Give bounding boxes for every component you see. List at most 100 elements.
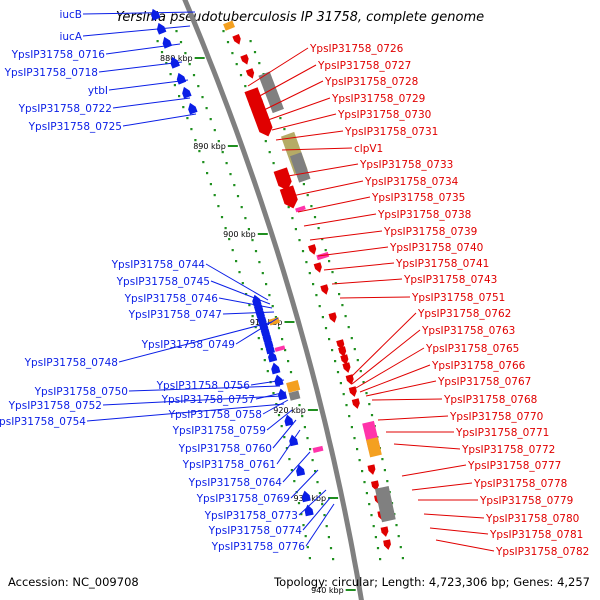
forward-gene-arrow xyxy=(340,354,349,365)
reverse-strand-guide-outer-dot xyxy=(169,73,172,76)
tick-label: 900 kbp xyxy=(223,230,256,239)
forward-strand-guide-inner-dot xyxy=(301,250,305,253)
feature-orange xyxy=(366,437,382,458)
reverse-gene-leader-line xyxy=(82,11,196,15)
reverse-strand-guide-inner-dot xyxy=(327,536,330,539)
forward-gene-leader-line xyxy=(271,113,337,131)
forward-gene-label: YpsIP31758_0727 xyxy=(317,60,411,72)
reverse-strand-guide-inner-dot xyxy=(251,239,254,242)
reverse-gene-label: YpsIP31758_0725 xyxy=(28,121,122,133)
reverse-strand-guide-outer-dot xyxy=(245,293,248,296)
forward-gene-leader-line xyxy=(423,513,485,519)
forward-gene-arrow xyxy=(320,284,329,295)
forward-gene-arrow xyxy=(371,480,379,491)
reverse-strand-guide-inner-dot xyxy=(221,151,224,154)
forward-gene-arrow xyxy=(254,113,273,137)
forward-gene-leader-line xyxy=(393,443,461,450)
forward-gene-label: YpsIP31758_0739 xyxy=(383,226,477,238)
forward-gene-label: YpsIP31758_0765 xyxy=(425,343,519,355)
reverse-gene-arrow xyxy=(176,72,187,85)
forward-gene-label: YpsIP31758_0735 xyxy=(371,192,465,204)
forward-gene-arrow xyxy=(279,185,298,209)
feature-orange xyxy=(268,316,280,326)
forward-gene-leader-line xyxy=(355,347,425,389)
forward-strand-guide-outer-dot xyxy=(347,326,350,329)
reverse-gene-label: iucB xyxy=(59,9,82,21)
reverse-gene-leader-line xyxy=(112,97,191,109)
forward-strand-guide-outer-dot xyxy=(362,381,365,384)
reverse-gene-leader-line xyxy=(128,385,281,392)
forward-strand-guide-outer-dot xyxy=(397,535,400,538)
forward-strand-guide-outer-dot xyxy=(249,40,252,43)
reverse-strand-guide-inner xyxy=(175,30,335,561)
reverse-strand-guide-inner-dot xyxy=(265,283,268,286)
reverse-strand-guide-inner-dot xyxy=(254,250,258,253)
forward-gene-arrow xyxy=(342,362,351,373)
reverse-strand-guide-outer-dot xyxy=(224,227,227,230)
reverse-strand-guide-inner-dot xyxy=(184,52,187,55)
reverse-gene-leader-line xyxy=(86,403,285,422)
reverse-strand-guide-inner-dot xyxy=(233,184,236,187)
feature-gray xyxy=(288,390,301,401)
forward-strand-guide-inner-dot xyxy=(298,239,301,242)
reverse-strand-guide-outer-dot xyxy=(241,282,244,285)
reverse-strand-guide-outer-dot xyxy=(308,557,311,560)
forward-strand-guide-outer-dot xyxy=(317,227,320,230)
reverse-gene-arrow xyxy=(265,342,276,355)
forward-gene-label: YpsIP31758_0731 xyxy=(344,126,438,138)
genome-backbone xyxy=(182,0,364,600)
forward-gene-arrow xyxy=(348,386,357,397)
reverse-gene-arrow xyxy=(271,362,281,375)
reverse-gene-label: YpsIP31758_0749 xyxy=(141,339,235,351)
forward-strand-guide-inner-dot xyxy=(363,481,366,484)
forward-strand-guide-inner-dot xyxy=(379,558,382,561)
forward-gene-leader-line xyxy=(303,213,377,227)
forward-gene-label: YpsIP31758_0743 xyxy=(403,274,497,286)
reverse-strand-guide-outer-dot xyxy=(248,304,251,307)
reverse-strand-guide-inner-dot xyxy=(244,217,247,220)
forward-gene-leader-line xyxy=(291,180,364,197)
forward-strand-guide-inner-dot xyxy=(376,547,380,550)
forward-strand-guide-outer-dot xyxy=(313,216,317,219)
reverse-strand-guide-inner-dot xyxy=(287,360,290,363)
reverse-gene-label: YpsIP31758_0744 xyxy=(111,259,206,271)
reverse-strand-guide-outer-dot xyxy=(228,238,231,241)
reverse-gene-label: YpsIP31758_0747 xyxy=(128,309,222,321)
forward-strand-guide-outer-dot xyxy=(341,304,344,307)
reverse-strand-guide-inner-dot xyxy=(303,426,306,429)
reverse-gene-leader-line xyxy=(82,25,191,37)
forward-strand-guide-inner-dot xyxy=(312,283,315,286)
forward-gene-leader-line xyxy=(255,64,317,99)
feature-orange xyxy=(286,380,301,393)
forward-gene-label: YpsIP31758_0779 xyxy=(479,495,573,507)
reverse-gene-arrow xyxy=(278,388,288,401)
forward-gene-leader-line xyxy=(281,147,353,151)
reverse-strand-guide-outer-dot xyxy=(173,84,176,87)
forward-gene-arrow xyxy=(273,167,292,191)
forward-gene-arrow xyxy=(383,539,391,550)
reverse-gene-label: YpsIP31758_0754 xyxy=(0,416,86,428)
forward-gene-leader-line xyxy=(359,364,431,393)
forward-strand-guide-inner-dot xyxy=(264,140,267,143)
reverse-gene-arrow xyxy=(268,350,278,363)
reverse-gene-leader-line xyxy=(255,391,287,400)
forward-strand-guide-outer-dot xyxy=(399,546,402,549)
reverse-strand-guide-outer-dot xyxy=(254,326,257,329)
forward-gene-label: YpsIP31758_0781 xyxy=(489,529,583,541)
forward-strand-guide-inner-dot xyxy=(315,294,318,297)
forward-strand-guide-inner-dot xyxy=(328,338,331,341)
forward-strand-guide-outer-dot xyxy=(338,293,341,296)
reverse-strand-guide-outer-dot xyxy=(156,40,159,43)
forward-strand-guide-inner-dot xyxy=(345,404,348,407)
forward-gene-leader-line xyxy=(309,230,383,241)
forward-strand-guide-outer-dot xyxy=(368,403,371,406)
feature-pink xyxy=(316,251,330,261)
forward-strand-guide-inner-dot xyxy=(358,459,361,462)
reverse-strand-guide-inner-dot xyxy=(314,470,317,473)
forward-gene-leader-line xyxy=(371,398,443,401)
forward-strand-guide-inner-dot xyxy=(356,448,359,451)
forward-strand-guide-inner-dot xyxy=(339,382,342,385)
reverse-gene-label: YpsIP31758_0761 xyxy=(182,459,276,471)
